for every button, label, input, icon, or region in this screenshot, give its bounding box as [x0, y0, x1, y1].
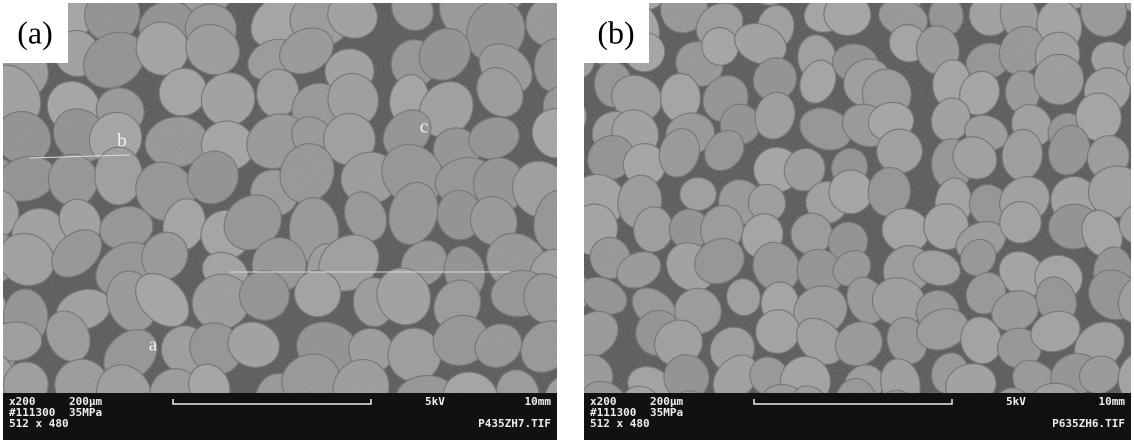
working-distance: 10mm: [525, 395, 552, 408]
panel-label: (b): [597, 14, 634, 50]
annotation: a: [149, 334, 158, 355]
voltage: 5kV: [1006, 395, 1026, 408]
grain: [0, 0, 1, 21]
filename: P635ZH6.TIF: [1052, 417, 1125, 430]
figure: (a)bcax200200μm5kV10mm#11130035MPa512 x …: [0, 0, 1134, 444]
grains: [521, 0, 1134, 444]
texture: [584, 3, 1131, 393]
annotation: b: [117, 130, 127, 151]
filename: P435ZH7.TIF: [478, 417, 551, 430]
grain: [522, 0, 580, 1]
working-distance: 10mm: [1099, 395, 1126, 408]
pressure: 35MPa: [650, 406, 683, 419]
voltage: 5kV: [425, 395, 445, 408]
pressure: 35MPa: [69, 406, 102, 419]
texture: [3, 3, 557, 393]
resolution: 512 x 480: [9, 417, 69, 430]
grain: [963, 0, 1010, 2]
annotation: c: [420, 116, 428, 137]
grains: [0, 0, 654, 436]
grain: [580, 0, 634, 3]
resolution: 512 x 480: [590, 417, 650, 430]
panel-label: (a): [17, 14, 53, 50]
